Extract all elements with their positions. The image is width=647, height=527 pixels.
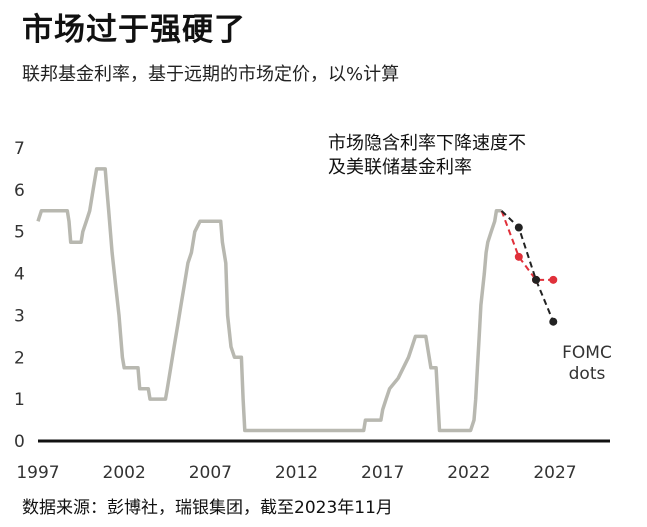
y-tick-label: 1: [14, 390, 25, 410]
fomc-dots-label: FOMC dots: [562, 343, 612, 384]
x-tick-label: 1997: [16, 463, 59, 483]
x-tick-label: 2017: [361, 463, 404, 483]
y-tick-label: 5: [14, 223, 25, 243]
series-market-implied-line: [500, 210, 554, 281]
x-tick-label: 2002: [103, 463, 146, 483]
series-fomc-dots-marker: [514, 223, 523, 232]
series-fomc-dots-line: [500, 210, 555, 323]
series-fomc-dots-marker: [549, 317, 558, 326]
series-fomc-dots-marker: [532, 275, 541, 284]
chart-subtitle: 联邦基金利率，基于远期的市场定价，以%计算: [22, 64, 400, 85]
data-source: 数据来源：彭博社，瑞银集团，截至2023年11月: [22, 498, 393, 518]
x-tick-label: 2022: [447, 463, 490, 483]
x-tick-label: 2007: [189, 463, 232, 483]
y-tick-label: 4: [14, 265, 25, 285]
series-market-implied-marker: [549, 275, 558, 284]
y-tick-label: 0: [14, 432, 25, 452]
y-tick-label: 2: [14, 348, 25, 368]
x-tick-label: 2027: [533, 463, 576, 483]
y-tick-label: 6: [14, 181, 25, 201]
chart-title: 市场过于强硬了: [22, 12, 246, 48]
annotation-text: 市场隐含利率下降速度不及美联储基金利率: [328, 133, 526, 178]
y-tick-label: 3: [14, 306, 25, 326]
x-tick-label: 2012: [275, 463, 318, 483]
series-fed-funds-line: [36, 167, 502, 433]
y-tick-label: 7: [14, 139, 25, 159]
series-market-implied-marker: [514, 252, 523, 261]
